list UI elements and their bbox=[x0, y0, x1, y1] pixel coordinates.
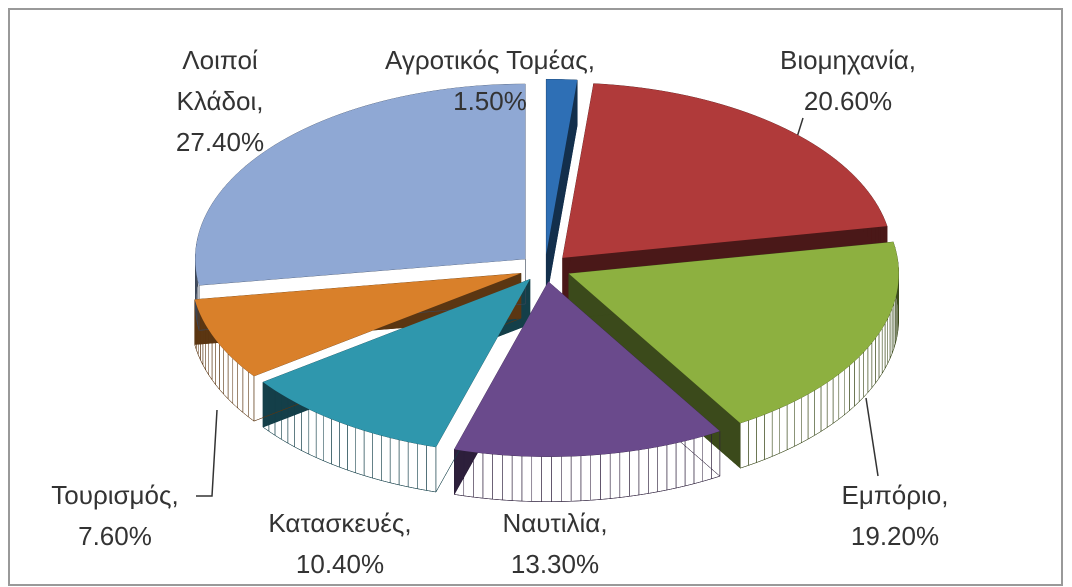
leader-line bbox=[865, 397, 879, 477]
label-name: Ναυτιλία, bbox=[502, 508, 607, 538]
slice bbox=[562, 83, 888, 258]
label-value: 7.60% bbox=[78, 521, 152, 551]
label-word: Λοιποί bbox=[182, 45, 258, 75]
slice bbox=[568, 241, 899, 424]
label-name: Αγροτικός Τομέας, bbox=[385, 45, 595, 75]
label-value: 13.30% bbox=[511, 549, 599, 579]
label-name: Βιομηχανία, bbox=[780, 45, 916, 75]
label-value: 1.50% bbox=[453, 86, 527, 116]
leader-line bbox=[196, 409, 218, 497]
label-word: Κλάδοι, bbox=[177, 86, 264, 116]
label-value: 19.20% bbox=[851, 521, 939, 551]
slice bbox=[454, 281, 720, 457]
label-value: 27.40% bbox=[176, 127, 264, 157]
slice bbox=[194, 273, 521, 377]
label-name: Εμπόριο, bbox=[842, 480, 949, 510]
label-name: Κατασκευές, bbox=[268, 508, 411, 538]
label-value: 20.60% bbox=[804, 86, 892, 116]
data-labels: Αγροτικός Τομέας, 1.50% Βιομηχανία, 20.60% Ε… bbox=[51, 45, 948, 579]
label-value: 10.40% bbox=[296, 549, 384, 579]
slice bbox=[195, 84, 526, 286]
slice bbox=[263, 279, 530, 447]
label-name: Λοιποί Κλάδοι, bbox=[177, 45, 264, 116]
slice-tops bbox=[194, 79, 899, 457]
label-name: Τουρισμός, bbox=[51, 480, 179, 510]
slice bbox=[546, 79, 578, 255]
